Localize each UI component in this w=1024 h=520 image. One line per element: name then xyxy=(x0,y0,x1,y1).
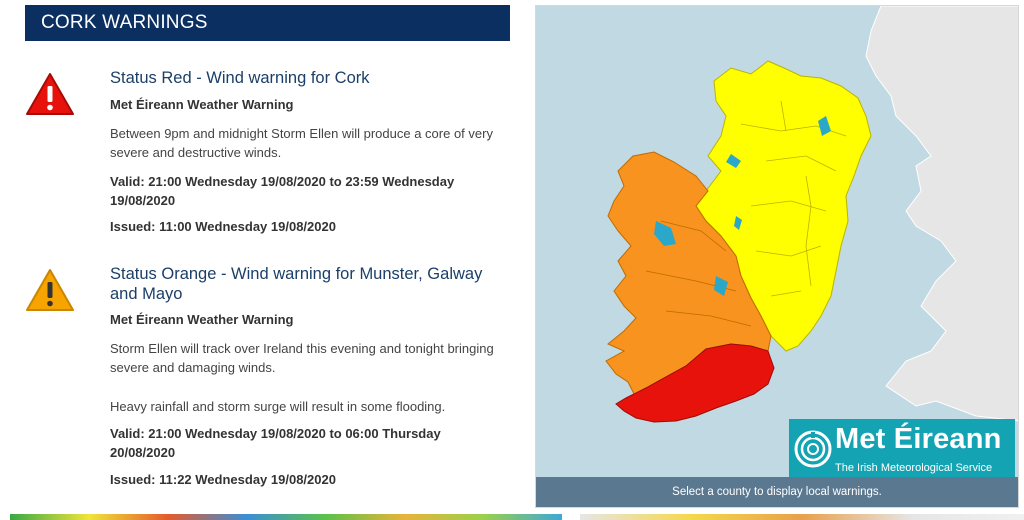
logo-subtitle: The Irish Meteorological Service xyxy=(835,462,993,474)
warning-description: Storm Ellen will track over Ireland this… xyxy=(110,341,494,375)
logo-name: Met Éireann xyxy=(835,423,1002,455)
red-warning-county-cork[interactable] xyxy=(615,343,775,423)
bottom-image-strip-right xyxy=(580,514,1024,520)
warnings-map[interactable]: Met Éireann The Irish Meteorological Ser… xyxy=(535,5,1019,508)
warning-source: Met Éireann Weather Warning xyxy=(110,312,294,327)
warning-triangle-red-icon xyxy=(26,73,74,115)
warning-valid: Valid: 21:00 Wednesday 19/08/2020 to 06:… xyxy=(110,426,441,460)
great-britain-landmass xyxy=(865,6,1018,422)
warning-title[interactable]: Status Red - Wind warning for Cork xyxy=(110,69,370,87)
warning-description: Between 9pm and midnight Storm Ellen wil… xyxy=(110,126,493,160)
warning-description-2: Heavy rainfall and storm surge will resu… xyxy=(110,399,446,414)
warning-issued: Issued: 11:22 Wednesday 19/08/2020 xyxy=(110,472,336,487)
warning-title[interactable]: Status Orange - Wind warning for Munster… xyxy=(110,265,483,303)
map-caption: Select a county to display local warning… xyxy=(536,477,1018,507)
ireland-map[interactable] xyxy=(536,6,1019,508)
met-eireann-logo[interactable]: Met Éireann The Irish Meteorological Ser… xyxy=(789,419,1015,479)
section-title: CORK WARNINGS xyxy=(41,12,208,33)
bottom-image-strip-left xyxy=(10,514,562,520)
met-eireann-swirl-icon xyxy=(794,430,832,468)
warning-triangle-orange-icon xyxy=(26,269,74,311)
warning-issued: Issued: 11:00 Wednesday 19/08/2020 xyxy=(110,219,336,234)
warning-valid: Valid: 21:00 Wednesday 19/08/2020 to 23:… xyxy=(110,174,455,208)
section-header: CORK WARNINGS xyxy=(25,5,510,41)
lough-neagh xyxy=(818,116,831,136)
warning-source: Met Éireann Weather Warning xyxy=(110,97,294,112)
